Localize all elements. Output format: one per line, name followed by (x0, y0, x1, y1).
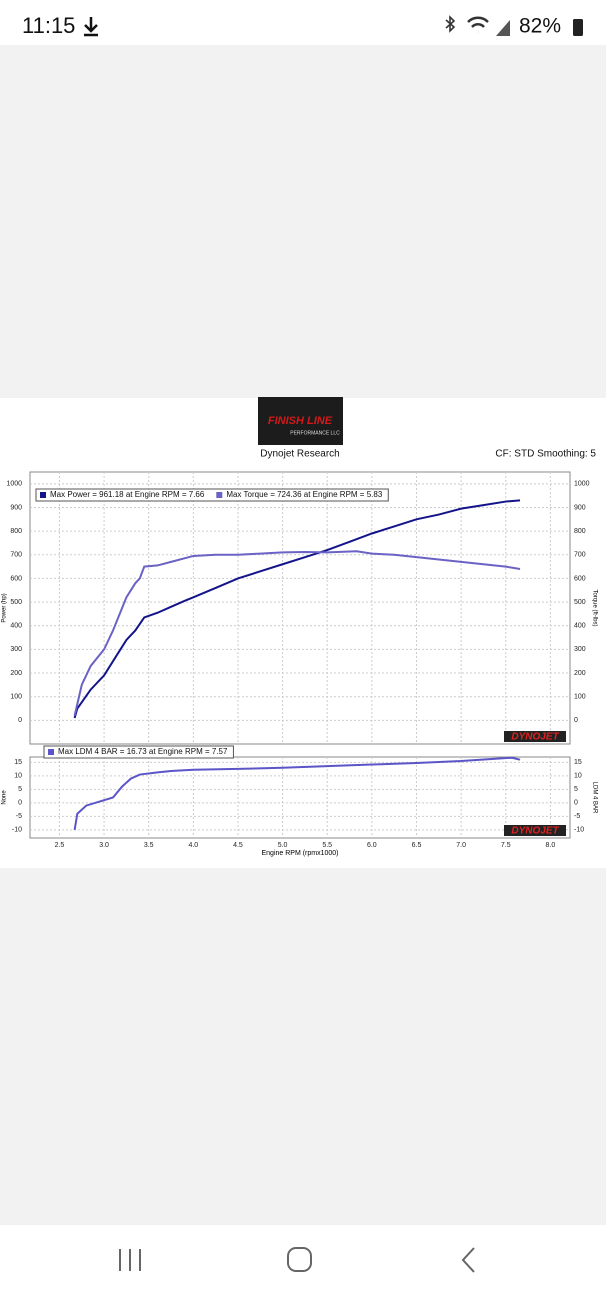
x-axis-label: Engine RPM (rpmx1000) (261, 850, 338, 857)
y2-tick-label: 400 (574, 623, 586, 630)
signal-icon (496, 20, 510, 36)
y2-tick-label: 900 (574, 504, 586, 511)
y-tick-label: 400 (10, 623, 22, 630)
y-tick-label: 100 (10, 694, 22, 701)
y-tick-label: 800 (10, 528, 22, 535)
y-tick-label: 600 (10, 575, 22, 582)
x-tick-label: 5.5 (322, 842, 332, 849)
y-tick-label: 10 (14, 773, 22, 780)
y2-tick-label: 800 (574, 528, 586, 535)
x-tick-label: 6.5 (412, 842, 422, 849)
y2-tick-label: 1000 (574, 481, 590, 488)
x-tick-label: 2.5 (55, 842, 65, 849)
x-tick-label: 4.0 (188, 842, 198, 849)
y-tick-label: 900 (10, 504, 22, 511)
brand-badge (504, 731, 566, 742)
legend-swatch (48, 749, 54, 755)
y-tick-label: 15 (14, 759, 22, 766)
series-line (73, 756, 521, 831)
home-button[interactable] (287, 1247, 312, 1272)
y2-tick-label: 600 (574, 575, 586, 582)
x-tick-label: 8.0 (545, 842, 555, 849)
bluetooth-icon (445, 15, 456, 33)
recent-apps-button[interactable] (119, 1249, 141, 1271)
y-tick-label: 300 (10, 646, 22, 653)
status-bar (0, 0, 606, 45)
y2-tick-label: 0 (574, 717, 578, 724)
logo (258, 397, 343, 445)
y2-tick-label: 700 (574, 552, 586, 559)
settings: CF: STD Smoothing: 5 (495, 449, 596, 460)
brand: DYNOJET (511, 826, 559, 837)
x-tick-label: 7.0 (456, 842, 466, 849)
y2-tick-label: 100 (574, 694, 586, 701)
series-line (73, 499, 521, 719)
x-tick-label: 5.0 (278, 842, 288, 849)
y-tick-label: 5 (18, 786, 22, 793)
nav-bar (0, 1225, 606, 1300)
x-tick-label: 4.5 (233, 842, 243, 849)
y2-tick-label: 10 (574, 773, 582, 780)
y-tick-label: 200 (10, 670, 22, 677)
battery-icon (573, 19, 583, 36)
legend-entry: Max Power = 961.18 at Engine RPM = 7.66 (50, 490, 205, 499)
y2-tick-label: -5 (574, 813, 580, 820)
y-tick-label: 500 (10, 599, 22, 606)
y-tick-label: 1000 (6, 481, 22, 488)
back-button[interactable] (461, 1247, 475, 1273)
x-tick-label: 3.0 (99, 842, 109, 849)
y-tick-label: 0 (18, 717, 22, 724)
y-axis-label: Power (hp) (2, 593, 8, 622)
y2-tick-label: 5 (574, 786, 578, 793)
y2-tick-label: 15 (574, 759, 582, 766)
y2-tick-label: -10 (574, 827, 584, 834)
plot-area (29, 756, 571, 839)
y-tick-label: 0 (18, 800, 22, 807)
download-icon (84, 17, 98, 37)
y2-tick-label: 300 (574, 646, 586, 653)
clock: 11:15 (22, 13, 75, 38)
y2-axis-label: LDM 4 BAR (591, 782, 597, 814)
y2-tick-label: 0 (574, 800, 578, 807)
legend-swatch (216, 492, 223, 498)
plot-area (29, 471, 571, 745)
brand: DYNOJET (511, 732, 559, 743)
source: Dynojet Research (260, 449, 339, 460)
x-tick-label: 3.5 (144, 842, 154, 849)
legend (43, 745, 234, 759)
legend-entry: Max Torque = 724.36 at Engine RPM = 5.83 (226, 490, 383, 499)
battery-level: 82% (519, 15, 561, 38)
x-tick-label: 7.5 (501, 842, 511, 849)
legend-entry: Max LDM 4 BAR = 16.73 at Engine RPM = 7.… (58, 747, 228, 756)
y-tick-label: -5 (16, 813, 22, 820)
series-line (73, 550, 521, 716)
y2-axis-label: Torque (ft-lbs) (591, 589, 597, 626)
logo-subtitle: PERFORMANCE LLC (290, 430, 340, 436)
y-tick-label: -10 (12, 827, 22, 834)
wifi-icon (467, 16, 489, 34)
legend (35, 488, 389, 502)
brand-badge (504, 825, 566, 836)
y-tick-label: 700 (10, 552, 22, 559)
y-axis-label: None (2, 790, 8, 805)
x-tick-label: 6.0 (367, 842, 377, 849)
y2-tick-label: 200 (574, 670, 586, 677)
logo-title: FINISH LINE (268, 415, 333, 427)
y2-tick-label: 500 (574, 599, 586, 606)
legend-swatch (40, 492, 46, 498)
